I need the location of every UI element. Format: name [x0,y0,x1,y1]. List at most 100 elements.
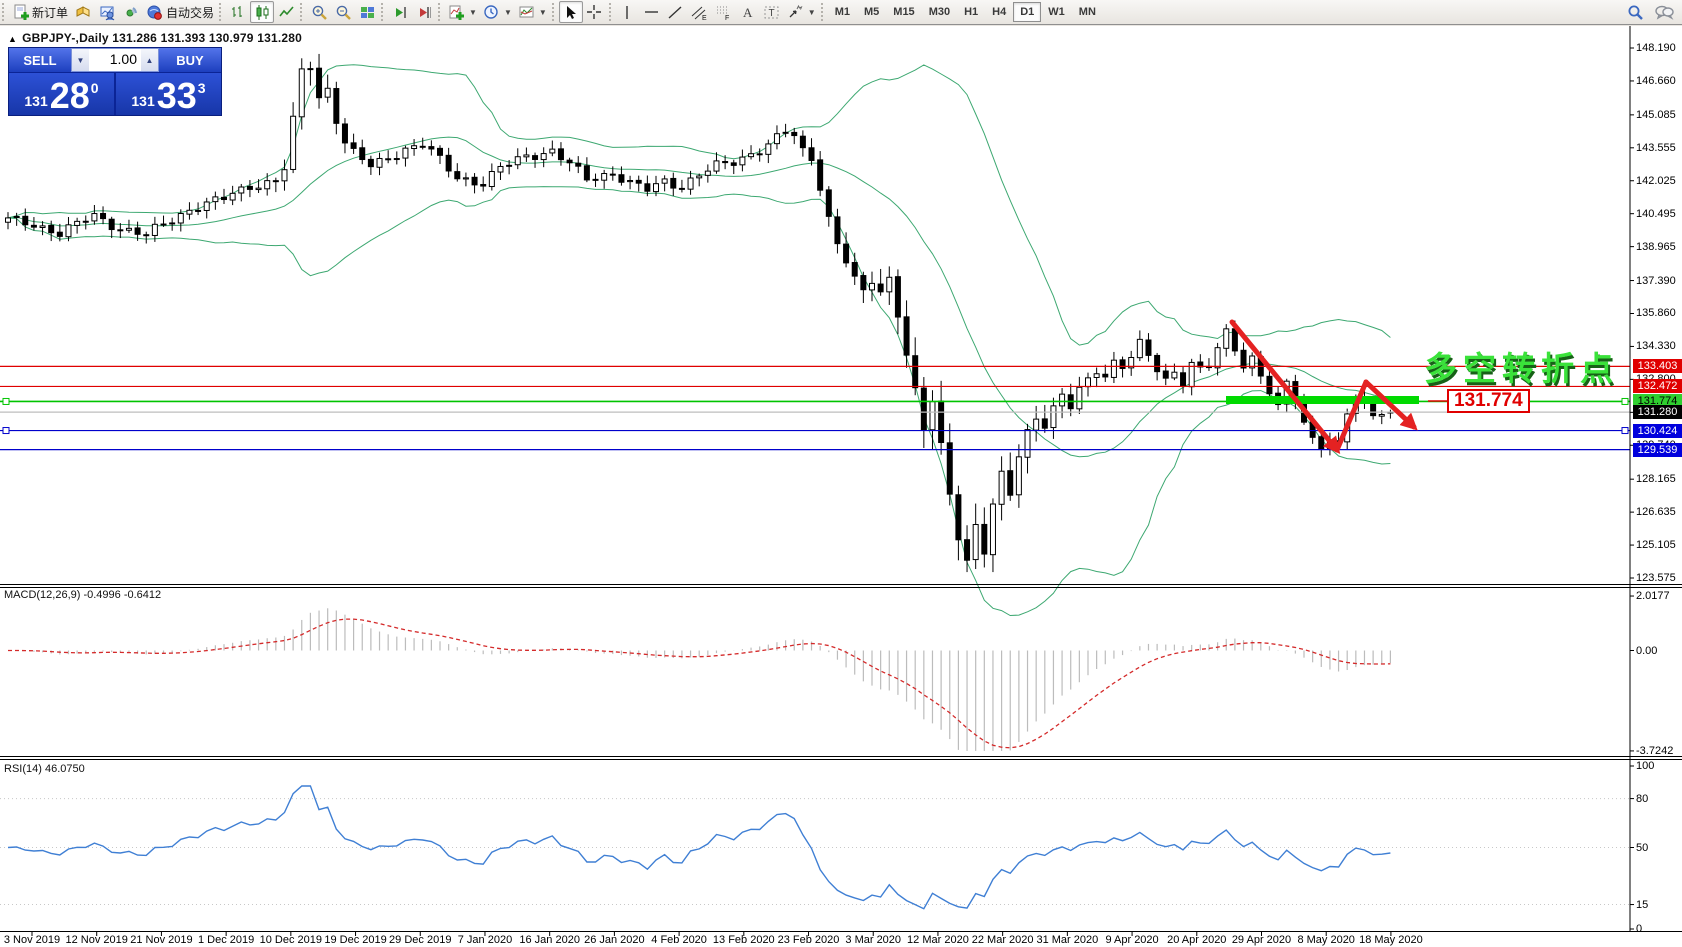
fibonacci-button[interactable]: F [712,1,736,23]
zoom-in-button[interactable] [307,1,331,23]
profiles-button[interactable] [95,1,119,23]
timeframe-toolbar: M1 M5 M15 M30 H1 H4 D1 W1 MN [828,2,1103,22]
vertical-line-icon [626,5,628,19]
vertical-line-button[interactable] [616,1,640,23]
volume-input[interactable]: 1.00 [109,51,137,67]
bid-superscript: 0 [90,80,99,96]
toolbar-grip[interactable] [2,3,7,21]
bar-chart-button[interactable] [226,1,250,23]
timeframe-w1[interactable]: W1 [1048,6,1065,18]
candlestick-icon [256,4,269,20]
tile-windows-icon [360,6,374,18]
autotrading-label: 自动交易 [166,5,215,20]
cursor-icon [567,5,577,19]
indicators-button[interactable]: ▼ [445,1,480,23]
timeframe-m5[interactable]: M5 [864,6,880,18]
trendline-button[interactable] [664,1,688,23]
bid-price[interactable]: 131 28 0 [9,73,114,115]
channel-button[interactable]: E [688,1,712,23]
toolbar-grip[interactable] [219,3,224,21]
toolbar-grip[interactable] [438,3,443,21]
periods-button[interactable]: ▼ [480,1,515,23]
text-button[interactable]: A [736,1,760,23]
timeframe-mn[interactable]: MN [1078,6,1096,18]
signals-icon [126,6,137,16]
periods-icon [484,4,498,19]
chart-shift-button[interactable] [412,1,436,23]
label-button[interactable]: T [760,1,784,23]
horizontal-line-icon [645,10,659,13]
chat-icon[interactable] [1654,4,1674,21]
svg-text:A: A [743,5,753,20]
svg-text:F: F [725,15,729,21]
templates-button[interactable]: ▼ [515,1,550,23]
cursor-button[interactable] [558,1,583,23]
toolbar-grip[interactable] [820,3,826,21]
search-icon[interactable] [1627,4,1644,21]
market-watch-icon [76,5,90,17]
crosshair-button[interactable] [583,1,607,23]
zoom-out-icon [336,5,351,20]
autotrading-icon [147,5,162,20]
profiles-icon [100,6,114,20]
toolbar-grip[interactable] [608,3,614,21]
text-icon: A [743,5,753,20]
market-watch-button[interactable] [71,1,95,23]
horizontal-line-button[interactable] [640,1,664,23]
bar-chart-icon [231,5,242,17]
toolbar-grip[interactable] [300,3,305,21]
dropdown-arrow-icon: ▼ [503,7,512,17]
main-toolbar: 新订单 自动交易 ▼ ▼ [0,0,1682,25]
new-order-icon [14,4,29,20]
label-icon: T [764,6,779,19]
timeframe-h4[interactable]: H4 [992,6,1007,18]
svg-text:T: T [769,8,775,19]
price-chart[interactable] [0,26,1682,947]
candlestick-button[interactable] [250,1,275,23]
trendline-icon [668,5,682,19]
new-order-button[interactable]: 新订单 [9,1,71,23]
timeframe-m1[interactable]: M1 [834,6,850,18]
svg-text:E: E [702,15,707,21]
ask-price[interactable]: 131 33 3 [116,73,221,115]
dropdown-arrow-icon: ▼ [469,7,477,17]
crosshair-icon [587,4,602,19]
dropdown-arrow-icon: ▼ [807,7,816,17]
line-chart-button[interactable] [274,1,298,23]
buy-button[interactable]: BUY [159,48,221,72]
fibonacci-icon: F [717,6,730,21]
new-order-label: 新订单 [32,5,69,20]
toolbar-grip[interactable] [551,3,557,21]
tile-windows-button[interactable] [355,1,379,23]
arrows-button[interactable]: ▼ [784,1,819,23]
channel-icon: E [691,6,707,21]
bid-big-digits: 28 [49,75,90,116]
timeframe-m30[interactable]: M30 [928,6,951,18]
chart-shift-icon [419,6,431,18]
ask-prefix: 131 [131,93,155,109]
timeframe-m15[interactable]: M15 [893,6,915,18]
ask-superscript: 3 [197,80,206,96]
toolbar-grip[interactable] [381,3,386,21]
one-click-trading-panel: SELL ▼ 1.00 ▲ BUY 131 28 0 131 33 3 [8,47,222,116]
volume-decrease-button[interactable]: ▼ [72,49,89,71]
line-chart-icon [278,5,294,16]
auto-scroll-icon [395,6,406,18]
zoom-out-button[interactable] [331,1,355,23]
timeframe-h1[interactable]: H1 [964,6,979,18]
bid-prefix: 131 [24,93,48,109]
autotrading-button[interactable]: 自动交易 [143,1,217,23]
arrows-icon [789,4,803,17]
signals-button[interactable] [119,1,143,23]
chart-window: ▲ GBPJPY-,Daily 131.286 131.393 130.979 1… [0,26,1682,947]
volume-increase-button[interactable]: ▲ [141,49,158,71]
dropdown-arrow-icon: ▼ [538,7,547,17]
timeframe-d1[interactable]: D1 [1013,2,1042,22]
indicators-icon [449,5,465,20]
ask-big-digits: 33 [156,75,197,116]
zoom-in-icon [312,5,327,20]
templates-icon [519,6,534,17]
auto-scroll-button[interactable] [388,1,412,23]
sell-button[interactable]: SELL [9,48,71,72]
